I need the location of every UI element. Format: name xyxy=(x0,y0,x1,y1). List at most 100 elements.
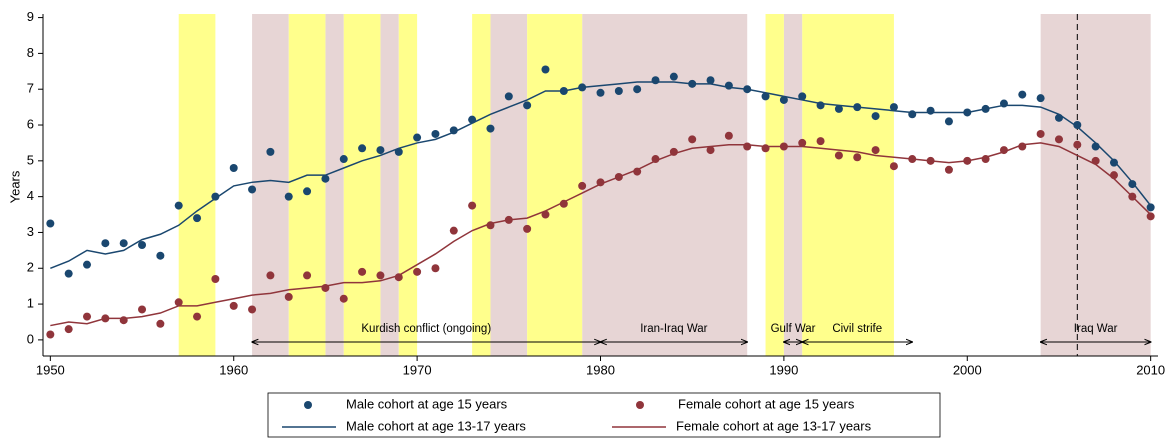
data-point xyxy=(174,298,183,307)
legend-label: Female cohort at age 15 years xyxy=(678,396,855,411)
data-point xyxy=(889,103,898,112)
period-band xyxy=(527,14,583,356)
data-point xyxy=(523,101,532,110)
x-tick-label: 1980 xyxy=(586,362,615,377)
data-point xyxy=(376,271,385,280)
data-point xyxy=(1036,129,1045,138)
data-point xyxy=(431,129,440,138)
period-band xyxy=(380,14,399,356)
y-tick-label: 0 xyxy=(27,331,34,346)
x-tick-label: 1990 xyxy=(769,362,798,377)
data-point xyxy=(64,325,73,334)
data-point xyxy=(101,239,110,248)
data-point xyxy=(761,92,770,101)
y-tick-label: 8 xyxy=(27,45,34,60)
data-point xyxy=(706,146,715,155)
data-point xyxy=(834,151,843,160)
data-point xyxy=(284,192,293,201)
data-point xyxy=(1146,212,1155,221)
data-point xyxy=(1073,121,1082,130)
data-point xyxy=(926,106,935,115)
data-point xyxy=(633,85,642,94)
data-point xyxy=(1018,90,1027,99)
data-point xyxy=(174,201,183,210)
data-point xyxy=(504,92,513,101)
data-point xyxy=(1054,135,1063,144)
data-point xyxy=(1073,140,1082,149)
y-tick-label: 7 xyxy=(27,81,34,96)
trend-line xyxy=(50,142,1152,327)
data-point xyxy=(779,95,788,104)
data-point xyxy=(486,124,495,133)
period-band xyxy=(490,14,528,356)
data-point xyxy=(944,165,953,174)
data-point xyxy=(688,135,697,144)
y-tick-label: 2 xyxy=(27,260,34,275)
data-point xyxy=(1128,180,1137,189)
period-band xyxy=(472,14,491,356)
data-point xyxy=(321,174,330,183)
data-point xyxy=(64,269,73,278)
legend-label: Female cohort at age 13-17 years xyxy=(676,418,872,433)
data-point xyxy=(303,187,312,196)
trend-line xyxy=(50,81,1152,269)
x-tick-label: 2010 xyxy=(1136,362,1165,377)
data-point xyxy=(358,267,367,276)
data-point xyxy=(248,185,257,194)
x-tick-label: 1970 xyxy=(403,362,432,377)
data-point xyxy=(229,163,238,172)
y-axis-label: Years xyxy=(7,170,22,203)
legend-label: Male cohort at age 13-17 years xyxy=(346,418,526,433)
plot: 0 1 2 3 4 5 6 7 8 9 1950 1960 1970 1980 1990 2000 2010 Ku… xyxy=(27,9,1165,377)
data-point xyxy=(431,264,440,273)
legend-symbol xyxy=(304,401,312,409)
data-point xyxy=(394,273,403,282)
data-point xyxy=(339,155,348,164)
data-point xyxy=(138,240,147,249)
period-band xyxy=(582,14,748,356)
data-point xyxy=(83,312,92,321)
period-band xyxy=(343,14,381,356)
data-point xyxy=(376,146,385,155)
data-point xyxy=(706,76,715,85)
data-point xyxy=(798,92,807,101)
x-tick-label: 1960 xyxy=(219,362,248,377)
data-point xyxy=(816,137,825,146)
data-point xyxy=(541,65,550,74)
data-point xyxy=(871,112,880,121)
y-tick-label: 9 xyxy=(27,9,34,24)
period-band xyxy=(802,14,894,356)
legend-label: Male cohort at age 15 years xyxy=(346,396,508,411)
annotation-label: Iraq War xyxy=(1074,323,1118,335)
data-point xyxy=(46,330,55,339)
annotation-label: Gulf War xyxy=(771,323,816,335)
x-tick-label: 1950 xyxy=(36,362,65,377)
data-point xyxy=(669,72,678,81)
period-band xyxy=(325,14,344,356)
data-point xyxy=(596,88,605,97)
data-point xyxy=(83,260,92,269)
data-point xyxy=(1109,158,1118,167)
data-point xyxy=(1146,203,1155,212)
bands xyxy=(178,14,1151,356)
data-point xyxy=(211,275,220,284)
data-point xyxy=(156,319,165,328)
y-tick-label: 6 xyxy=(27,116,34,131)
data-point xyxy=(119,239,128,248)
annotation-label: Kurdish conflict (ongoing) xyxy=(361,323,491,335)
period-band xyxy=(252,14,289,356)
data-point xyxy=(339,294,348,303)
data-point xyxy=(853,153,862,162)
data-point xyxy=(193,214,202,223)
data-point xyxy=(248,305,257,314)
data-point xyxy=(358,144,367,153)
y-tick-label: 4 xyxy=(27,188,34,203)
data-point xyxy=(284,292,293,301)
data-point xyxy=(614,86,623,95)
y-tick-label: 1 xyxy=(27,296,34,311)
data-point xyxy=(651,76,660,85)
x-tick-label: 2000 xyxy=(953,362,982,377)
data-point xyxy=(138,305,147,314)
data-point xyxy=(523,224,532,233)
